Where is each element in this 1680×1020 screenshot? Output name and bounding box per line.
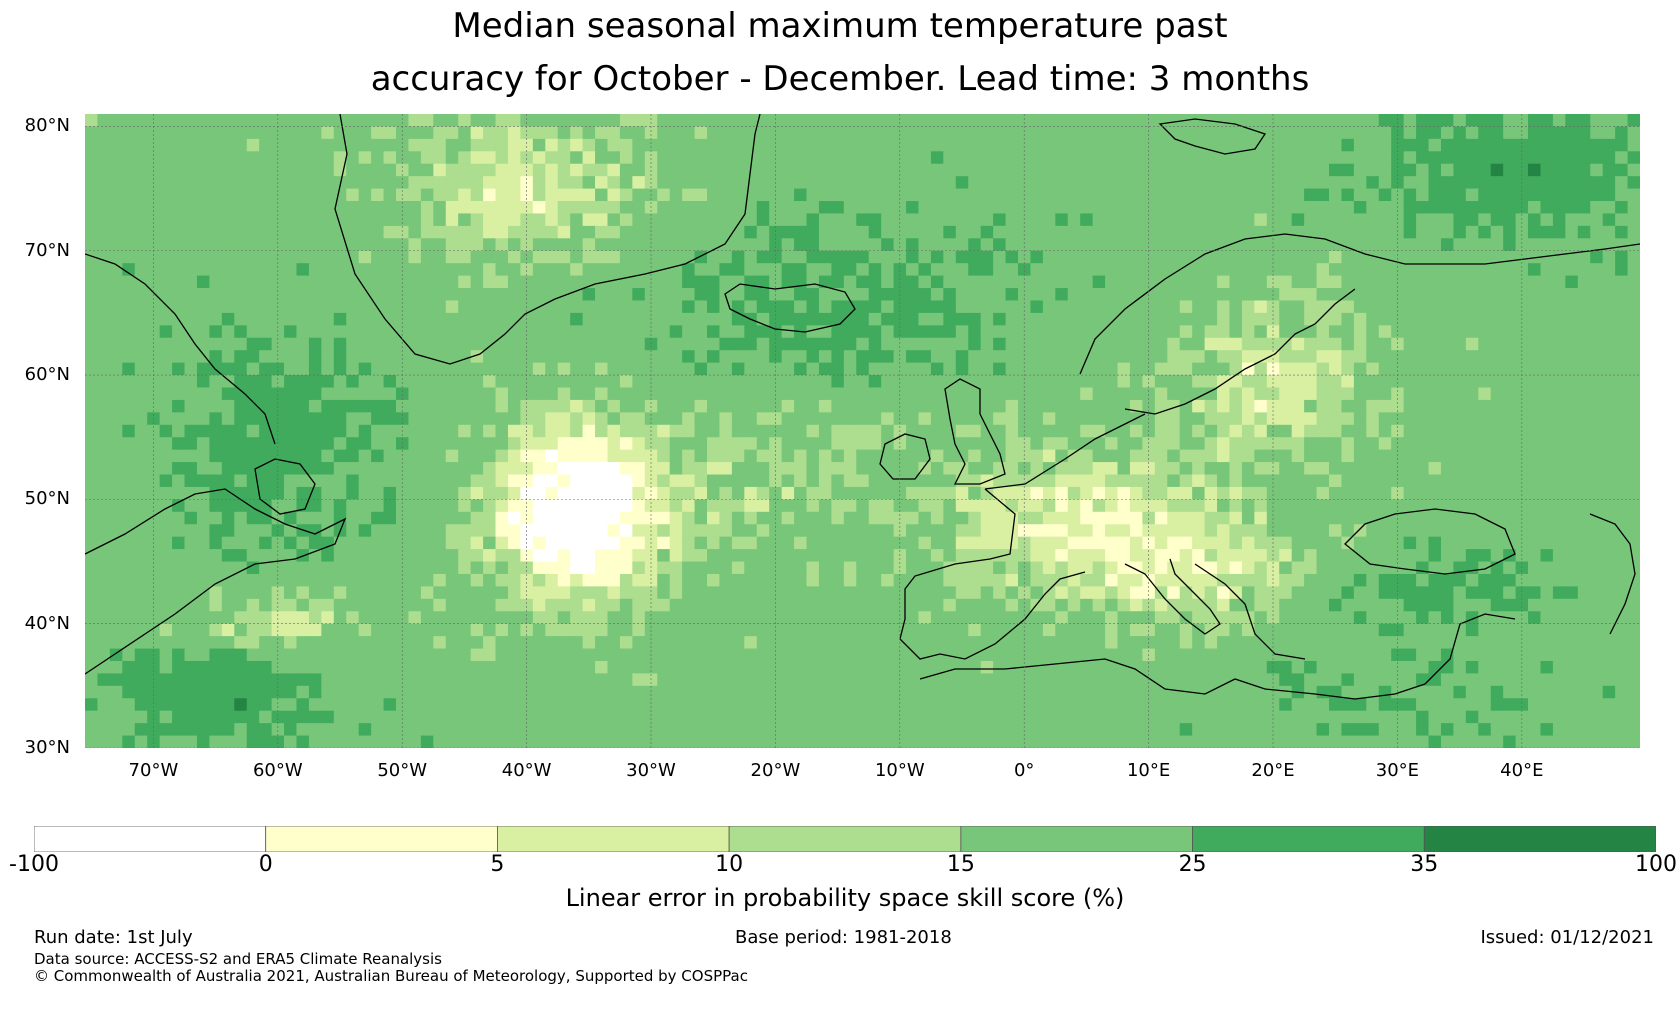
levant-coast [1424,613,1516,685]
colorbar-tick-label: 100 [1635,852,1677,877]
scandinavia-coast [1079,233,1640,375]
north-africa-coast [919,658,1426,700]
lon-tick-label: 30°E [1375,760,1420,781]
colorbar-tick-label: 5 [490,852,505,877]
run-date: Run date: 1st July [34,927,193,948]
data-source: Data source: ACCESS-S2 and ERA5 Climate … [34,950,442,968]
ireland-coast [879,433,931,480]
lon-tick-label: 10°E [1126,760,1171,781]
coastlines [85,114,1640,700]
issued-date: Issued: 01/12/2021 [1480,927,1654,948]
colorbar-tick-label: 35 [1410,852,1439,877]
colorbar-segment [1192,826,1425,852]
lat-tick-label: 30°N [24,737,70,758]
lat-tick-label: 50°N [24,488,70,510]
italy-coast [1124,558,1221,635]
colorbar-segment [1423,826,1656,852]
colorbar-tick-label: -100 [9,852,59,877]
lat-tick-label: 80°N [24,115,70,137]
title-line-2: accuracy for October - December. Lead ti… [370,59,1310,99]
lon-tick-label: 30°W [626,760,676,781]
great-britain-coast [944,378,1006,485]
newfoundland-coast [254,458,316,515]
colorbar-segment [728,826,962,852]
black-sea-coast [1344,508,1516,575]
colorbar-segment [960,826,1193,852]
svalbard-coast [1158,118,1267,155]
lon-tick-label: 20°W [750,760,801,781]
lon-tick-label: 40°E [1500,760,1544,781]
skill-score-grid [85,114,1640,748]
lat-tick-label: 70°N [24,239,70,261]
iceland-coast [724,283,856,333]
copyright: © Commonwealth of Australia 2021, Austra… [34,967,748,985]
lon-tick-label: 50°W [377,760,428,781]
colorbar [34,826,1656,852]
lon-tick-label: 20°E [1251,760,1295,781]
colorbar-segment [34,826,267,852]
base-period: Base period: 1981-2018 [735,927,952,948]
colorbar-tick-label: 15 [946,852,975,877]
labrador-coast [85,253,276,445]
lon-tick-label: 0° [1013,760,1035,781]
lon-tick-label: 10°W [874,760,925,781]
colorbar-segment [265,826,498,852]
baltic-coast [1124,288,1356,415]
lon-tick-label: 60°W [252,760,303,781]
graticule [85,114,1640,748]
europe-atlantic-coast [984,413,1146,490]
colorbar-segment [497,826,730,852]
map-panel[interactable] [85,114,1640,748]
colorbar-tick-label: 0 [258,852,273,877]
colorbar-tick-label: 25 [1178,852,1207,877]
balkans-coast [1194,563,1306,660]
map-canvas[interactable] [85,114,1640,748]
lat-tick-label: 60°N [24,364,70,386]
caspian-coast [1589,513,1636,635]
chart-title: Median seasonal maximum temperature past… [0,0,1680,106]
greenland-coast [334,114,761,365]
north-america-coast [85,488,347,675]
colorbar-tick-label: 10 [715,852,744,877]
title-line-1: Median seasonal maximum temperature past [452,6,1228,46]
colorbar-label: Linear error in probability space skill … [565,884,1125,912]
lat-tick-label: 40°N [24,612,70,634]
lon-tick-label: 40°W [501,760,552,781]
lon-tick-label: 70°W [128,760,179,781]
